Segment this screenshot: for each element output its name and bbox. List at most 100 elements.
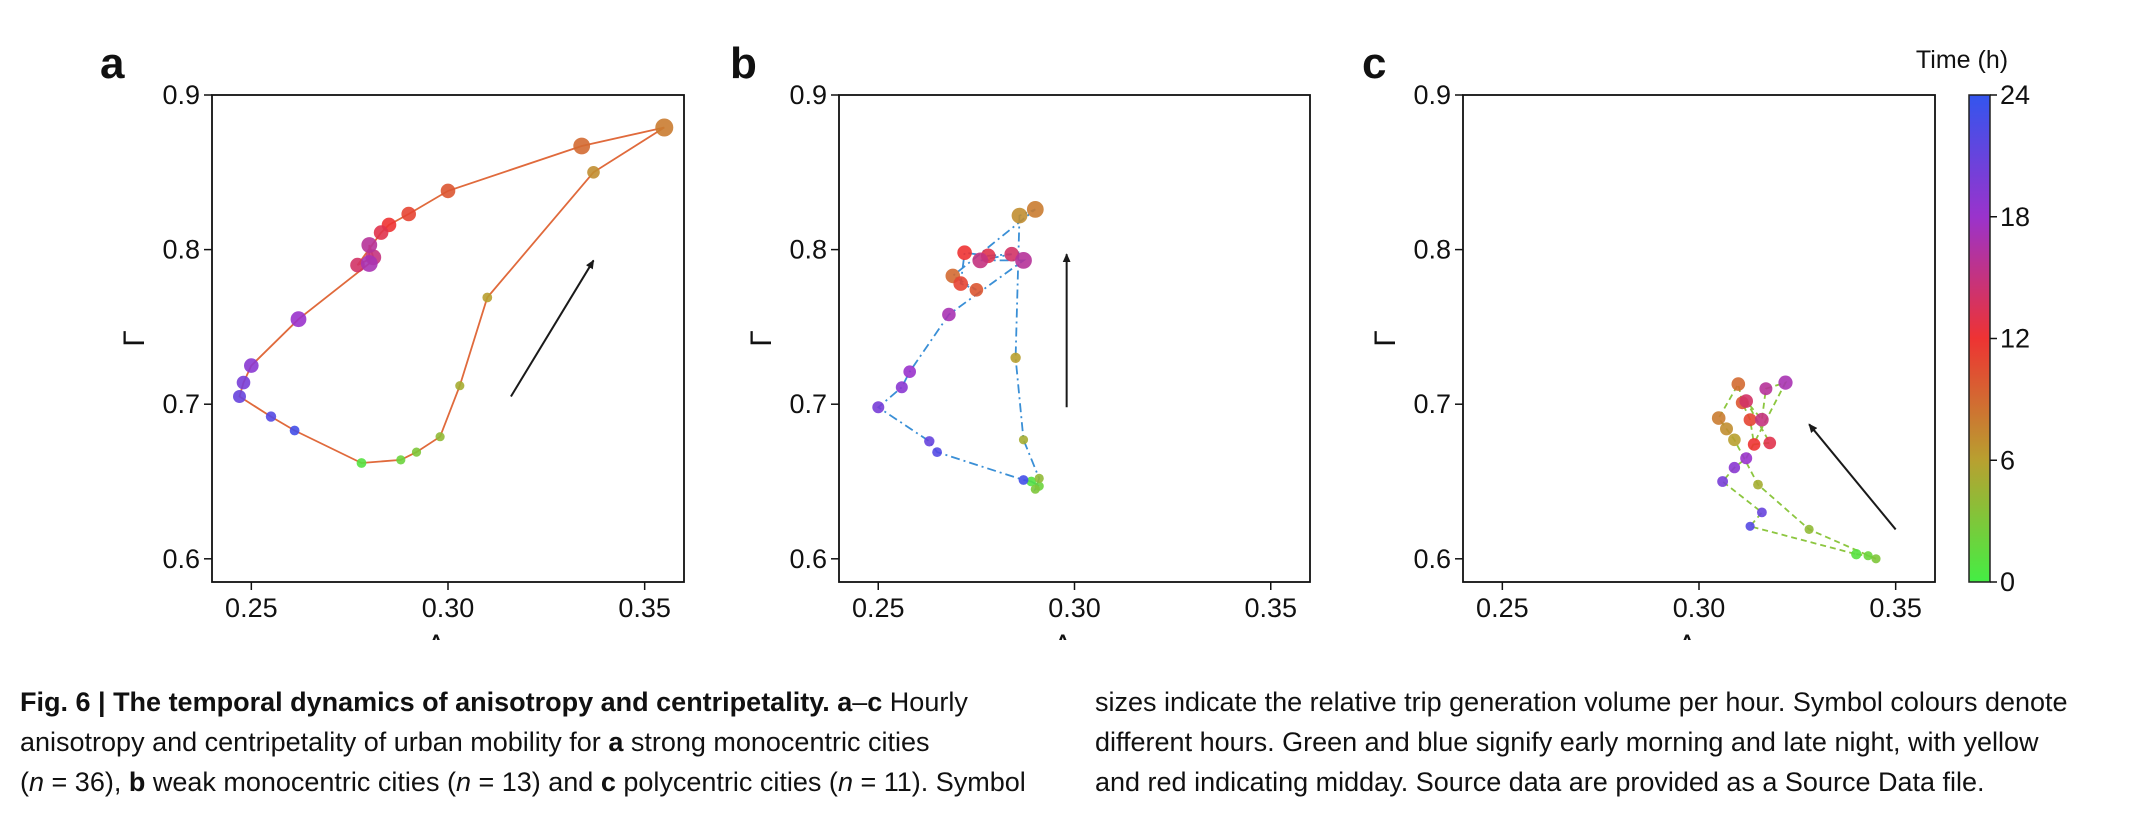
caption-text: strong monocentric cities [623,727,930,757]
data-point [895,381,908,394]
colorbar-tick-label: 24 [2000,80,2030,110]
x-axis-label: Λ [426,629,446,640]
data-point [1731,377,1746,391]
caption-text: anisotropy and centripetality of urban m… [20,727,609,757]
caption-text: a [608,727,624,757]
caption-text: – [852,687,868,717]
panel-label: c [1362,39,1386,88]
y-tick-label: 0.6 [162,544,200,574]
data-point [350,257,365,273]
y-tick-label: 0.7 [162,389,200,419]
data-point [587,166,600,179]
trajectory-line [238,126,665,464]
panel-c: c 0.25 0.30 0.35 0.6 0.7 0.8 0.9 Λ Γ [1362,39,1936,640]
data-point [1711,411,1726,425]
x-tick-label: 0.30 [1048,593,1101,623]
data-point [233,390,246,403]
y-tick-label: 0.6 [789,544,827,574]
data-point [932,447,942,457]
data-point [969,283,984,297]
caption-text: weak monocentric cities ( [145,767,456,797]
y-axis-label: Γ [118,330,151,347]
data-point [396,455,406,465]
caption-text: = 11). Symbol [852,767,1026,797]
plot-frame [1462,94,1936,583]
caption-text: different hours. Green and blue signify … [1095,727,2039,757]
caption-line: sizes indicate the relative trip generat… [1095,682,2140,722]
data-point [1030,484,1040,494]
caption-text: b [128,767,146,797]
plot-frame [211,94,685,583]
colorbar-tick-label: 6 [2000,445,2015,475]
x-tick-label: 0.25 [1476,593,1529,623]
data-point [1010,352,1021,363]
data-point [373,225,389,240]
colorbar-title: Time (h) [1916,46,2008,74]
x-tick-label: 0.35 [1244,593,1297,623]
caption-left-column: Fig. 6 | The temporal dynamics of anisot… [20,682,1070,802]
y-tick-label: 0.9 [162,80,200,110]
data-point [924,436,935,447]
data-point [957,245,972,260]
caption-text: = 13) and [470,767,601,797]
caption-text: Fig. 6 | The temporal dynamics of anisot… [20,687,853,717]
caption-text: n [29,767,45,797]
data-point [1717,476,1728,487]
colorbar: Time (h) 0 6 12 18 24 [1916,46,2030,597]
data-point [1026,476,1037,487]
caption-text: and red indicating midday. Source data a… [1095,767,1985,797]
x-axis-label: Λ [1053,629,1073,640]
y-tick-label: 0.9 [1413,80,1451,110]
caption-text: = 36), [44,767,129,797]
colorbar-gradient [1968,94,1991,583]
caption-text: ( [20,767,29,797]
data-point [236,375,251,390]
data-point [482,292,493,303]
y-axis-label: Γ [1369,330,1402,347]
figure-caption: Fig. 6 | The temporal dynamics of anisot… [20,682,2130,807]
y-tick-label: 0.7 [789,389,827,419]
direction-arrow [1808,423,1897,531]
y-tick-label: 0.6 [1413,544,1451,574]
panel-a: a 0.25 0.30 0.35 0.6 0.7 0.8 0.9 Λ Γ [100,39,685,640]
data-point [1026,201,1044,218]
data-point [455,381,465,391]
data-point [1804,524,1814,535]
data-point [1755,412,1769,427]
x-tick-label: 0.35 [618,593,671,623]
x-tick-label: 0.25 [225,593,278,623]
x-tick-label: 0.35 [1869,593,1922,623]
data-point [1720,422,1733,436]
caption-right-column: sizes indicate the relative trip generat… [1095,682,2140,802]
panel-label: b [730,39,757,88]
caption-text: c [867,687,883,717]
caption-line: Fig. 6 | The temporal dynamics of anisot… [20,682,1070,722]
data-point [289,425,300,436]
y-tick-label: 0.8 [1413,235,1451,265]
data-point [1740,452,1753,465]
data-point [1034,473,1044,483]
data-point [1757,507,1767,518]
caption-text: sizes indicate the relative trip generat… [1095,687,2068,717]
x-tick-label: 0.30 [1673,593,1726,623]
y-axis-label: Γ [745,330,778,347]
x-tick-label: 0.25 [852,593,905,623]
data-point [435,432,445,442]
colorbar-tick-label: 18 [2000,202,2030,232]
y-tick-label: 0.8 [162,235,200,265]
data-point [1015,252,1032,269]
y-tick-label: 0.7 [1413,389,1451,419]
panel-b: b 0.25 0.30 0.35 0.6 0.7 0.8 0.9 Λ Γ [730,39,1311,640]
data-point [1745,521,1755,531]
data-point [411,447,422,457]
caption-line: anisotropy and centripetality of urban m… [20,722,1070,762]
panel-label: a [100,39,125,88]
data-point [953,276,968,291]
data-point [1778,375,1793,390]
data-point [1739,394,1753,408]
caption-line: and red indicating midday. Source data a… [1095,762,2140,802]
y-tick-label: 0.8 [789,235,827,265]
data-point [1743,413,1757,427]
data-point [1004,246,1019,262]
data-point [573,137,591,155]
